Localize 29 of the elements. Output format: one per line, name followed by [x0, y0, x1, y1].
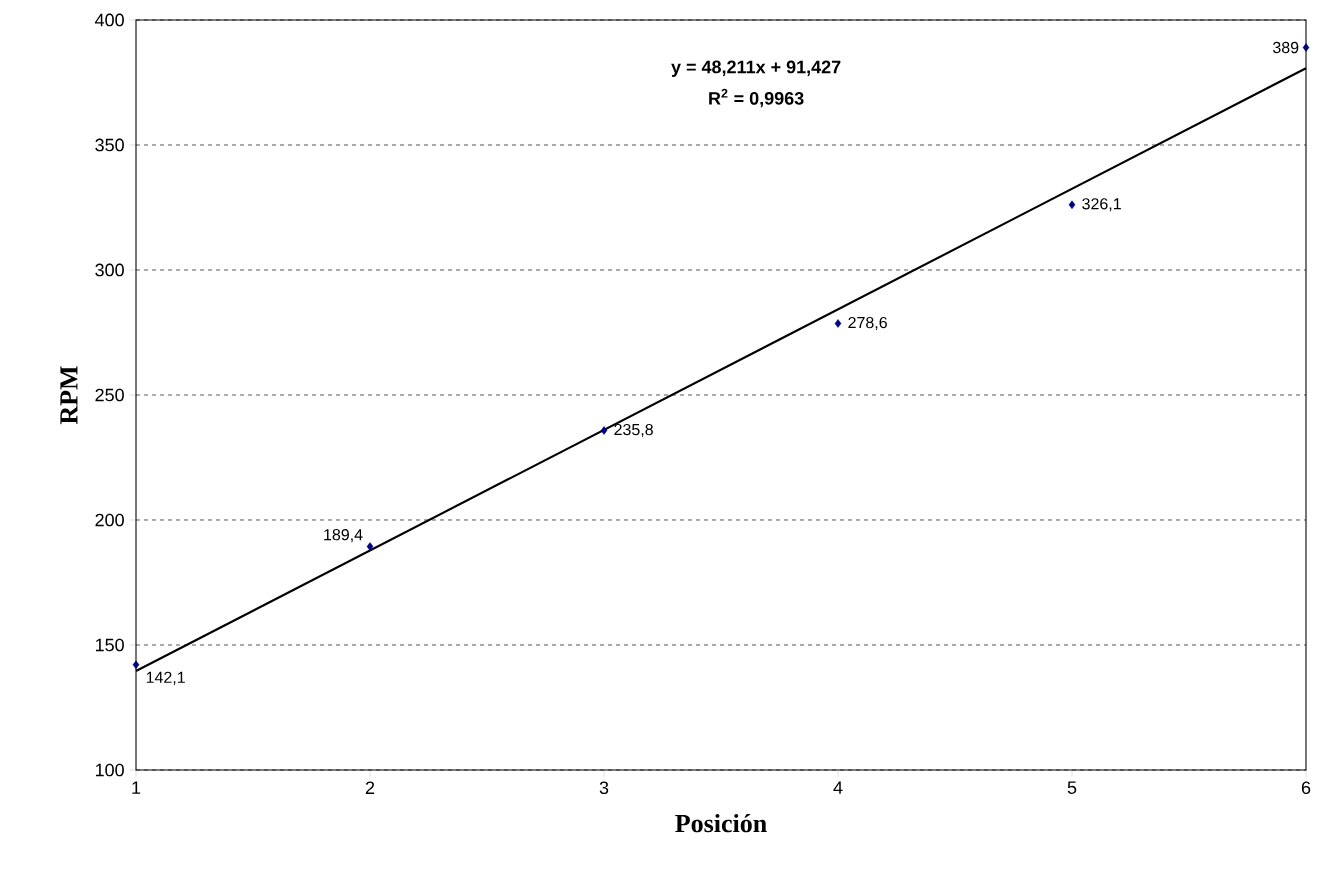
- x-tick-label: 5: [1067, 781, 1077, 794]
- x-tick-label: 2: [365, 781, 375, 794]
- annotation: R$^{2}$ = 0,9963: [709, 88, 804, 108]
- point: [834, 319, 842, 328]
- y-tick-label: 350: [95, 138, 124, 152]
- x-axis-title: Posición: [675, 813, 767, 833]
- y-axis-title: RPM: [60, 366, 78, 425]
- y-tick-label: 100: [95, 763, 124, 777]
- x-tick-label: 1: [132, 781, 141, 794]
- y-tick-label: 150: [95, 638, 124, 652]
- x-tick-label: 4: [833, 781, 843, 794]
- x-tick-label: 6: [1301, 781, 1311, 795]
- data-label: 142,1: [146, 671, 185, 685]
- point: [366, 542, 374, 551]
- y-tick-label: 200: [95, 513, 124, 527]
- point: [1302, 43, 1310, 52]
- y-tick-label: 400: [95, 13, 124, 27]
- point: [600, 426, 608, 435]
- x-tick-label: 3: [599, 781, 609, 795]
- data-label: 278,6: [848, 316, 887, 331]
- y-tick-label: 300: [95, 263, 124, 277]
- y-tick-label: 250: [95, 388, 124, 402]
- annotation: y = 48,211x + 91,427: [671, 60, 841, 77]
- point: [1068, 200, 1076, 210]
- data-label: 326,1: [1082, 198, 1121, 212]
- data-label: 235,8: [614, 423, 653, 438]
- point: [132, 660, 140, 670]
- data-label: 389: [1272, 41, 1299, 54]
- data-label: 189,4: [324, 529, 363, 543]
